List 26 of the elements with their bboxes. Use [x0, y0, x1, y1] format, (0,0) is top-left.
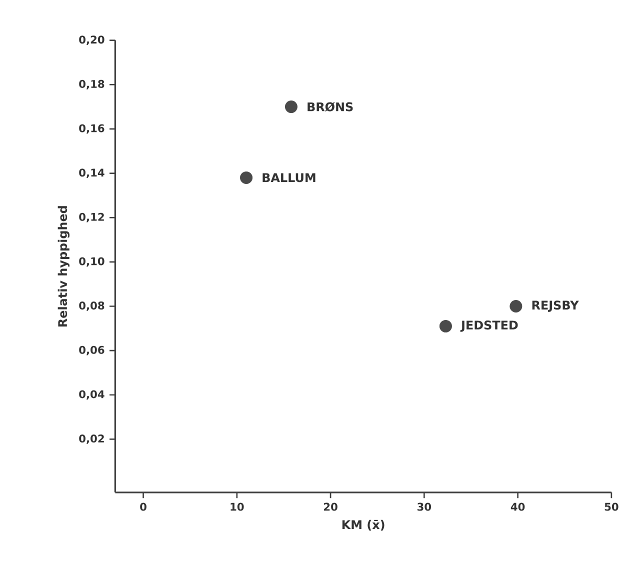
y-tick-label: 0,14 — [79, 168, 104, 178]
y-tick-label: 0,20 — [79, 35, 104, 45]
y-axis-title: Relativ hyppighed — [58, 206, 70, 326]
x-tick-label: 0 — [140, 502, 146, 511]
y-tick-label: 0,08 — [79, 301, 104, 311]
point — [284, 100, 298, 113]
x-tick-label: 40 — [510, 502, 525, 511]
series-label: JEDSTED — [460, 320, 518, 332]
y-tick-label: 0,06 — [79, 346, 104, 356]
x-tick-label: 20 — [324, 502, 338, 511]
x-tick-label: 30 — [417, 502, 432, 511]
y-tick-label: 0,18 — [79, 80, 104, 90]
y-tick-label: 0,10 — [79, 257, 104, 266]
y-tick-label: 0,16 — [79, 124, 104, 134]
x-tick-label: 50 — [604, 502, 618, 511]
series-label: BRØNS — [308, 102, 353, 112]
x-tick-label: 10 — [230, 502, 244, 511]
point — [510, 300, 522, 312]
x-axis-title: KM (x̄) — [342, 520, 384, 530]
y-tick-label: 0,04 — [79, 390, 104, 400]
y-tick-label: 0,12 — [79, 212, 104, 222]
series-label: BALLUM — [262, 173, 316, 182]
point — [240, 171, 253, 184]
point — [439, 320, 452, 332]
series-label: REJSBY — [532, 300, 579, 312]
y-tick-label: 0,02 — [79, 434, 104, 444]
